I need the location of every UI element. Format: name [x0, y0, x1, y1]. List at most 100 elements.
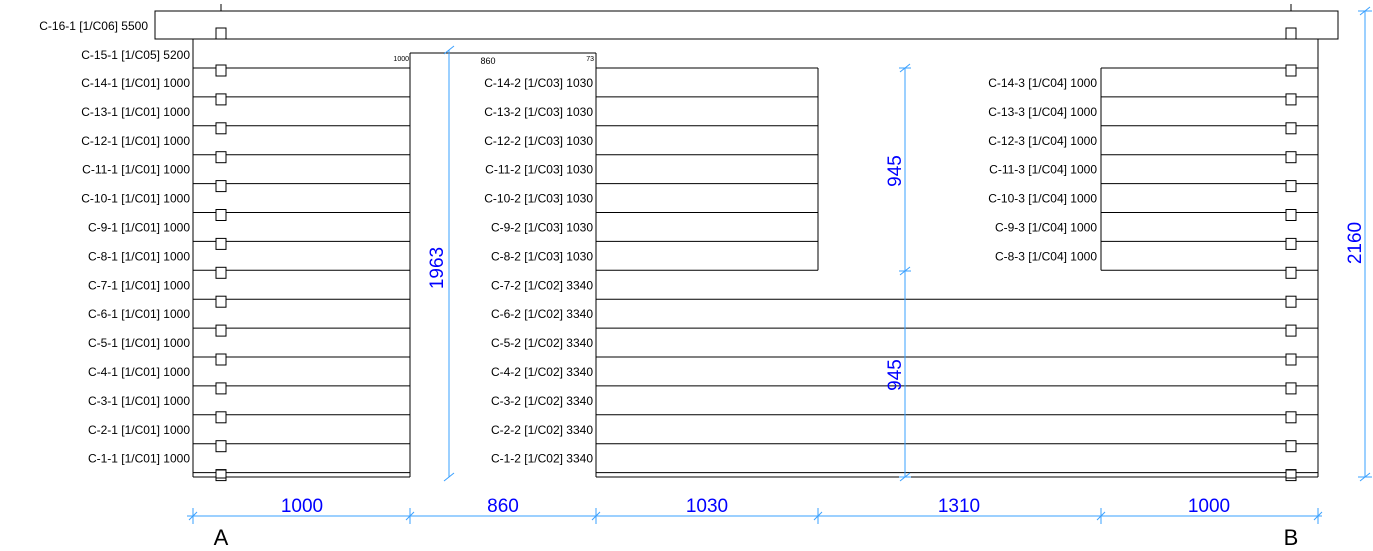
- corner-notch: [1285, 440, 1297, 453]
- dimension-slash: [813, 511, 823, 521]
- corner-notch: [215, 151, 227, 164]
- middle-upper-log-label: C-10-2 [1/C03] 1030: [484, 192, 593, 206]
- middle-lower-log-label: C-6-2 [1/C02] 3340: [491, 307, 593, 321]
- middle-lower-log-labels: C-7-2 [1/C02] 3340 C-6-2 [1/C02] 3340 C-5-…: [491, 278, 593, 465]
- corner-notch: [215, 411, 227, 424]
- corner-notch: [1285, 237, 1297, 250]
- left-log-label: C-1-1 [1/C01] 1000: [88, 452, 190, 466]
- corner-notch: [1285, 151, 1297, 164]
- corner-notch: [1285, 180, 1297, 193]
- left-log-label: C-5-1 [1/C01] 1000: [88, 336, 190, 350]
- corner-notch: [215, 180, 227, 193]
- corner-notch: [1285, 295, 1297, 308]
- corner-notch: [215, 382, 227, 395]
- left-log-label: C-7-1 [1/C01] 1000: [88, 278, 190, 292]
- left-log-label: C-9-1 [1/C01] 1000: [88, 221, 190, 235]
- corner-notch: [215, 440, 227, 453]
- corner-notch: [1285, 266, 1297, 279]
- dim-bottom-1: 1000: [281, 496, 323, 517]
- axis-label-a: A: [214, 525, 229, 550]
- right-log-label: C-9-3 [1/C04] 1000: [995, 221, 1097, 235]
- dimension-slash: [405, 511, 415, 521]
- middle-upper-log-label: C-9-2 [1/C03] 1030: [491, 221, 593, 235]
- middle-lower-log-label: C-1-2 [1/C02] 3340: [491, 452, 593, 466]
- right-log-label: C-12-3 [1/C04] 1000: [988, 134, 1097, 148]
- corner-notch: [1285, 382, 1297, 395]
- corner-notches: [215, 4, 1297, 482]
- corner-notch: [215, 209, 227, 221]
- right-log-label: C-11-3 [1/C04] 1000: [989, 163, 1097, 177]
- dimension-slash: [1359, 6, 1371, 16]
- corner-notch: [215, 64, 227, 77]
- log-label-top: C-16-1 [1/C06] 5500: [39, 19, 148, 33]
- middle-lower-log-label: C-7-2 [1/C02] 3340: [491, 278, 593, 292]
- right-log-label: C-10-3 [1/C04] 1000: [988, 192, 1097, 206]
- dimension-slash: [443, 472, 455, 482]
- corner-notch: [1285, 93, 1297, 106]
- corner-notch: [1285, 64, 1297, 77]
- dimension-slash: [188, 511, 198, 521]
- right-log-label: C-13-3 [1/C04] 1000: [988, 105, 1097, 119]
- right-log-label: C-14-3 [1/C04] 1000: [988, 76, 1097, 90]
- middle-upper-log-label: C-13-2 [1/C03] 1030: [484, 105, 593, 119]
- dim-bottom-3: 1030: [686, 496, 728, 517]
- right-log-labels: C-14-3 [1/C04] 1000 C-13-3 [1/C04] 1000 C-…: [988, 76, 1097, 263]
- middle-upper-log-label: C-8-2 [1/C03] 1030: [491, 249, 593, 263]
- left-log-label: C-2-1 [1/C01] 1000: [88, 423, 190, 437]
- corner-notch: [215, 237, 227, 250]
- opening-dim-73: 73: [586, 56, 594, 63]
- middle-upper-log-label: C-12-2 [1/C03] 1030: [484, 134, 593, 148]
- middle-upper-log-labels: C-14-2 [1/C03] 1030 C-13-2 [1/C03] 1030 C-…: [484, 76, 593, 263]
- dimension-slash: [1096, 511, 1106, 521]
- corner-notch: [1285, 353, 1297, 366]
- left-log-label: C-10-1 [1/C01] 1000: [81, 192, 190, 206]
- corner-notch: [215, 469, 227, 479]
- left-log-label: C-3-1 [1/C01] 1000: [88, 394, 190, 408]
- left-log-label: C-8-1 [1/C01] 1000: [88, 249, 190, 263]
- corner-notch: [215, 27, 227, 40]
- dim-bottom-5: 1000: [1188, 496, 1230, 517]
- middle-upper-log-label: C-11-2 [1/C03] 1030: [485, 163, 593, 177]
- left-log-label: C-13-1 [1/C01] 1000: [81, 105, 190, 119]
- dim-total-height: 2160: [1345, 222, 1366, 264]
- middle-lower-log-label: C-4-2 [1/C02] 3340: [491, 365, 593, 379]
- corner-notch: [215, 353, 227, 366]
- dim-bottom-2: 860: [487, 496, 519, 517]
- right-log-label: C-8-3 [1/C04] 1000: [995, 249, 1097, 263]
- corner-notch: [215, 295, 227, 308]
- dimension-slash: [899, 266, 911, 276]
- left-log-label: C-12-1 [1/C01] 1000: [81, 134, 190, 148]
- dimension-slash: [899, 472, 911, 482]
- corner-notch: [215, 122, 227, 135]
- corner-notch: [215, 93, 227, 106]
- corner-notch: [1285, 209, 1297, 221]
- middle-lower-log-label: C-5-2 [1/C02] 3340: [491, 336, 593, 350]
- left-log-label: C-6-1 [1/C01] 1000: [88, 307, 190, 321]
- corner-notch: [215, 324, 227, 337]
- dimension-slash: [1313, 511, 1323, 521]
- corner-notch: [1285, 324, 1297, 337]
- corner-notch: [1285, 122, 1297, 135]
- dim-bottom-4: 1310: [938, 496, 980, 517]
- opening-dim-1000: 1000: [393, 56, 409, 63]
- left-log-label: C-11-1 [1/C01] 1000: [82, 163, 190, 177]
- middle-lower-log-label: C-3-2 [1/C02] 3340: [491, 394, 593, 408]
- corner-notch: [1285, 411, 1297, 424]
- left-log-label: C-4-1 [1/C01] 1000: [88, 365, 190, 379]
- corner-notch: [1285, 469, 1297, 479]
- left-log-label: C-14-1 [1/C01] 1000: [81, 76, 190, 90]
- top-log-c16: [154, 10, 1339, 40]
- dim-window-height: 945: [885, 155, 906, 187]
- dim-door-height: 1963: [427, 247, 448, 289]
- dimension-slash: [899, 63, 911, 73]
- corner-notch: [1285, 27, 1297, 40]
- axis-label-b: B: [1284, 525, 1299, 550]
- middle-lower-log-label: C-2-2 [1/C02] 3340: [491, 423, 593, 437]
- dim-lower-height: 945: [885, 359, 906, 391]
- log-label-second: C-15-1 [1/C05] 5200: [81, 48, 190, 62]
- opening-dim-860: 860: [480, 56, 495, 66]
- dimension-slash: [443, 45, 455, 55]
- middle-upper-log-label: C-14-2 [1/C03] 1030: [484, 76, 593, 90]
- dimension-slash: [1359, 472, 1371, 482]
